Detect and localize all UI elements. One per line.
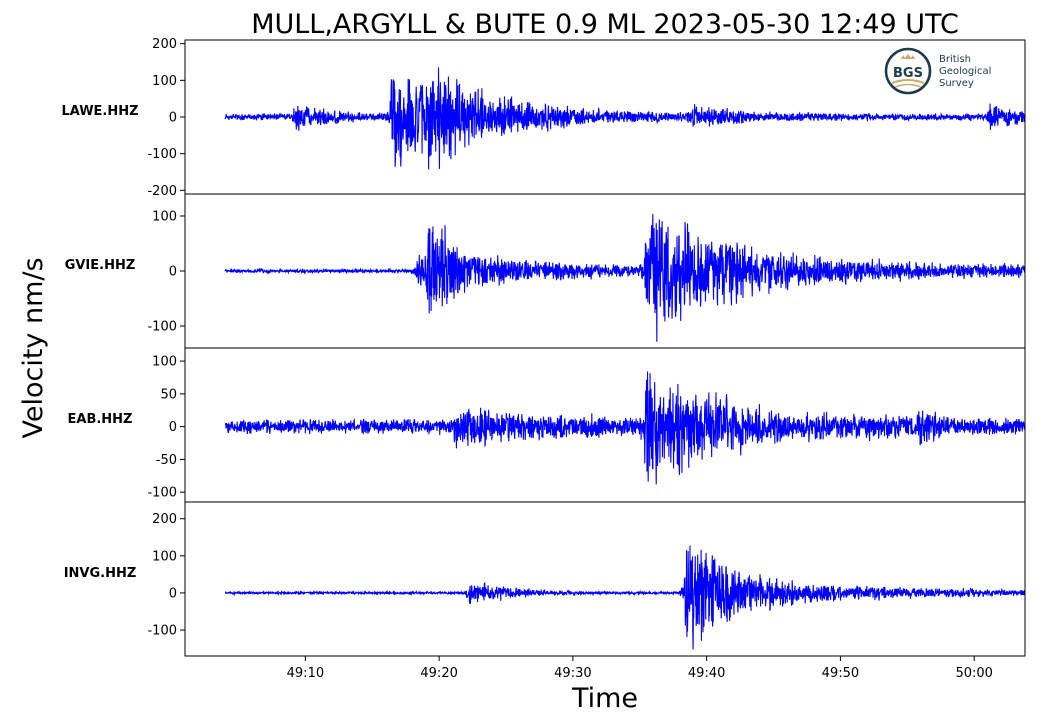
y-tick-label: 100 (152, 74, 177, 89)
x-axis-label: Time (571, 683, 638, 714)
y-tick-label: -200 (147, 184, 177, 199)
panel-lawe-hhz: 200 100 0 -100 -200 LAWE.HHZ (61, 37, 1026, 199)
y-tick-label: -100 (147, 147, 177, 162)
chart-title: MULL,ARGYLL & BUTE 0.9 ML 2023-05-30 12:… (251, 9, 959, 40)
x-tick-label: 50:00 (955, 666, 992, 681)
y-tick-label: -100 (147, 624, 177, 639)
waveform-invg-hhz (224, 545, 1025, 650)
logo-wave-icon (891, 79, 925, 84)
bgs-logo: BGS British Geological Survey (884, 47, 991, 95)
station-label: GVIE.HHZ (65, 258, 136, 273)
logo-wave-icon-2 (894, 83, 922, 88)
y-tick-label: -100 (147, 486, 177, 501)
y-axis-label: Velocity nm/s (18, 257, 49, 438)
y-tick-label: -100 (147, 320, 177, 335)
panel-gvie-hhz: 100 0 -100 GVIE.HHZ (65, 193, 1026, 349)
x-axis: 49:10 49:20 49:30 49:40 49:50 50:00 (287, 656, 993, 681)
waveform-eab-hhz (224, 371, 1025, 485)
bgs-logo-line-1: British (939, 54, 971, 65)
y-tick-label: 0 (169, 111, 177, 126)
y-tick-label: 100 (152, 355, 177, 370)
bgs-logo-monogram: BGS (893, 66, 923, 81)
y-tick-label: 0 (169, 420, 177, 435)
station-label: INVG.HHZ (64, 566, 137, 581)
y-tick-label: 100 (152, 549, 177, 564)
panel-invg-hhz: 200 100 0 -100 INVG.HHZ (64, 501, 1026, 657)
trace-panels: 2001000-100-200LAWE.HHZ1000-100GVIE.HHZ1… (61, 37, 1026, 657)
bgs-logo-line-3: Survey (939, 78, 974, 89)
y-tick-label: 50 (160, 387, 177, 402)
waveform-lawe-hhz (224, 67, 1025, 170)
crown-icon (901, 54, 915, 59)
station-label: EAB.HHZ (68, 412, 133, 427)
waveform-gvie-hhz (224, 214, 1025, 342)
x-tick-label: 49:20 (420, 666, 457, 681)
station-label: LAWE.HHZ (61, 104, 138, 119)
y-tick-label: 200 (152, 512, 177, 527)
y-tick-label: 200 (152, 37, 177, 52)
y-tick-label: 0 (169, 586, 177, 601)
panel-frame (184, 501, 1026, 657)
x-tick-label: 49:50 (822, 666, 859, 681)
x-tick-label: 49:30 (554, 666, 591, 681)
y-tick-label: 0 (169, 265, 177, 280)
x-tick-label: 49:10 (287, 666, 324, 681)
y-tick-label: -50 (156, 453, 177, 468)
y-tick-label: 100 (152, 210, 177, 225)
bgs-logo-line-2: Geological (939, 66, 991, 77)
x-tick-label: 49:40 (688, 666, 725, 681)
panel-eab-hhz: 100 50 0 -50 -100 EAB.HHZ (68, 347, 1026, 503)
